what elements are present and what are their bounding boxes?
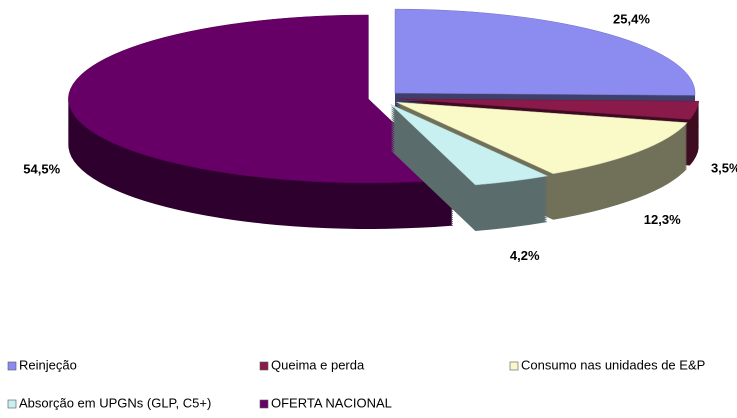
slice <box>390 104 549 186</box>
legend-swatch <box>509 361 519 371</box>
legend-label: Absorção em UPGNs (GLP, C5+) <box>19 395 211 410</box>
slice <box>394 8 696 96</box>
legend-swatch <box>7 399 17 409</box>
data-label: 4,2% <box>510 248 540 263</box>
legend-swatch <box>259 361 269 371</box>
data-label: 25,4% <box>613 11 650 26</box>
data-label: 12,3% <box>644 212 681 227</box>
legend-label: OFERTA NACIONAL <box>271 395 392 410</box>
slice <box>68 14 454 184</box>
data-label: 54,5% <box>23 161 60 176</box>
slice <box>390 104 549 231</box>
slice <box>68 14 454 229</box>
legend-label: Queima e perda <box>271 357 365 372</box>
legend-swatch <box>259 399 269 409</box>
legend-swatch <box>7 361 17 371</box>
slice <box>396 101 688 175</box>
legend-label: Consumo nas unidades de E&P <box>521 357 705 372</box>
data-label: 3,5% <box>711 161 737 176</box>
slice <box>398 98 700 120</box>
legend-label: Reinjeção <box>19 357 77 372</box>
